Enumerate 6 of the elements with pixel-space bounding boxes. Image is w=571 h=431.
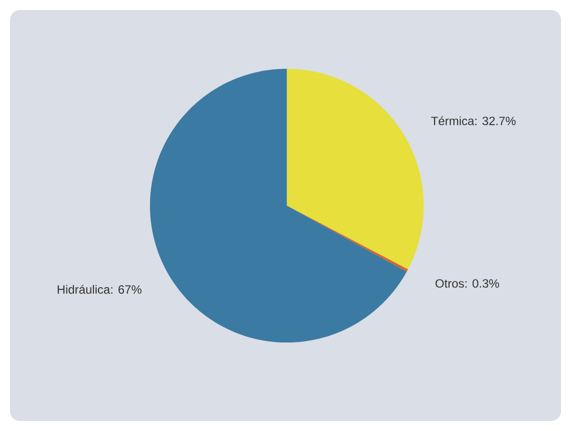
slice-label: Hidráulica xyxy=(58,284,110,294)
data-label: : 0.3% xyxy=(465,279,500,288)
slice-label: Otros xyxy=(436,279,464,288)
slice-label: Térmica xyxy=(431,116,474,126)
data-label: : 32.7% xyxy=(475,116,516,126)
data-label: : 67% xyxy=(111,285,142,294)
